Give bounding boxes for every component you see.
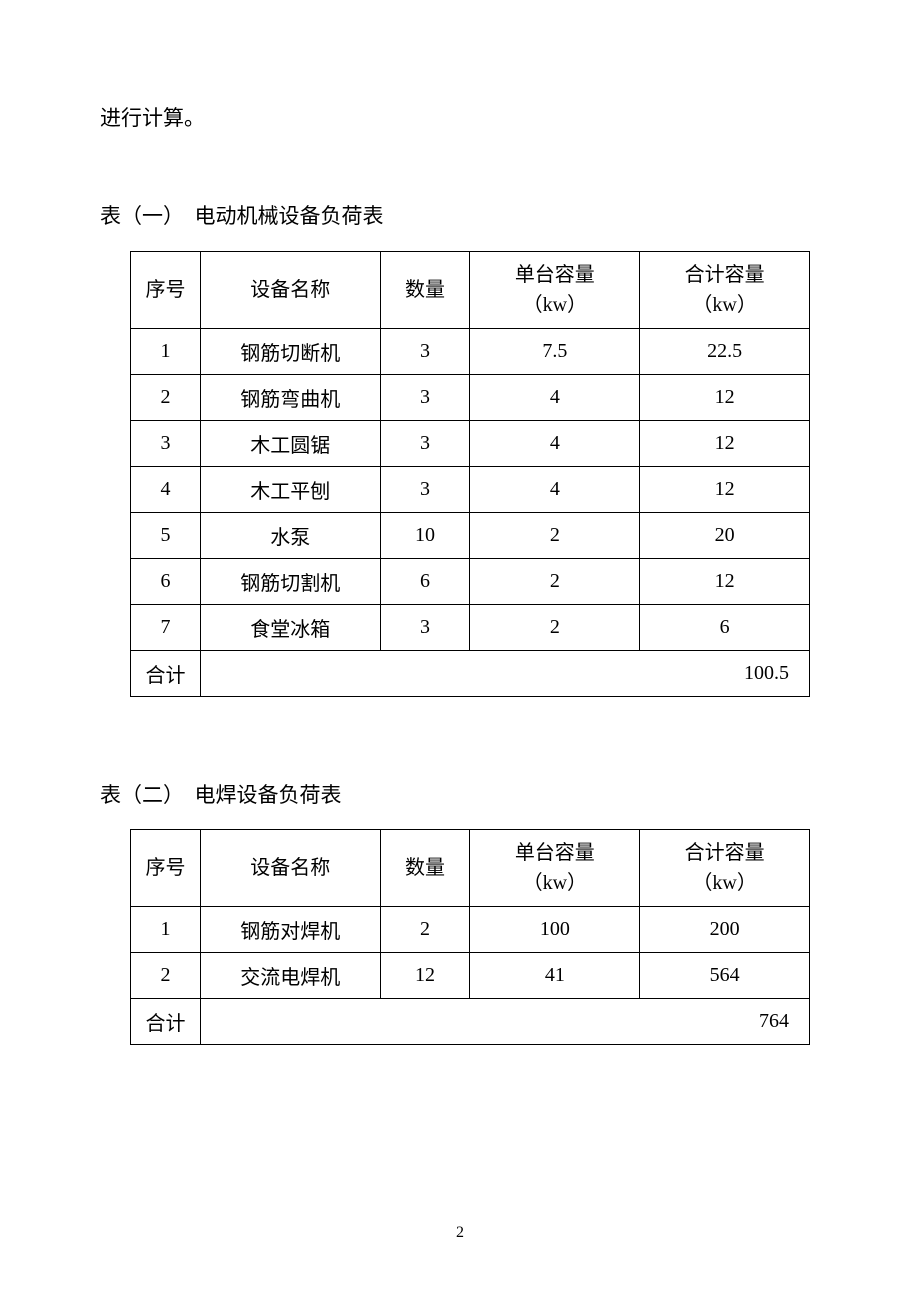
table2-cell-qty: 12 — [380, 953, 470, 999]
table2-header-total-line1: 合计容量 — [685, 842, 765, 864]
table1-cell-name: 食堂冰箱 — [200, 604, 380, 650]
table-row: 6 钢筋切割机 6 2 12 — [131, 558, 810, 604]
table1-cell-seq: 6 — [131, 558, 201, 604]
table-row: 1 钢筋切断机 3 7.5 22.5 — [131, 328, 810, 374]
table1-title: 表（一） 电动机械设备负荷表 — [100, 198, 820, 236]
table1-cell-total: 12 — [640, 374, 810, 420]
table2-body: 1 钢筋对焊机 2 100 200 2 交流电焊机 12 41 564 合计 7… — [131, 907, 810, 1045]
table1-header-unit-line1: 单台容量 — [515, 264, 595, 286]
table2-total-value: 764 — [200, 999, 809, 1045]
table2-cell-qty: 2 — [380, 907, 470, 953]
table2-cell-name: 交流电焊机 — [200, 953, 380, 999]
table2-header-seq: 序号 — [131, 830, 201, 907]
table1-cell-name: 钢筋弯曲机 — [200, 374, 380, 420]
table1-header-qty: 数量 — [380, 251, 470, 328]
table2-cell-total: 200 — [640, 907, 810, 953]
table1-header-unit: 单台容量 （kw） — [470, 251, 640, 328]
table1-cell-total: 12 — [640, 466, 810, 512]
table1-cell-qty: 3 — [380, 466, 470, 512]
table1-cell-unit: 2 — [470, 512, 640, 558]
table1-header-total-line2: （kw） — [692, 294, 756, 316]
table2-cell-seq: 2 — [131, 953, 201, 999]
table1-cell-unit: 2 — [470, 604, 640, 650]
table2-header-total-line2: （kw） — [692, 872, 756, 894]
table1-body: 1 钢筋切断机 3 7.5 22.5 2 钢筋弯曲机 3 4 12 3 木工圆锯… — [131, 328, 810, 696]
table2-cell-unit: 100 — [470, 907, 640, 953]
table1-cell-unit: 4 — [470, 420, 640, 466]
table2-header-name: 设备名称 — [200, 830, 380, 907]
table2: 序号 设备名称 数量 单台容量 （kw） 合计容量 （kw） 1 钢筋对焊机 2… — [130, 829, 810, 1045]
table1-cell-unit: 2 — [470, 558, 640, 604]
intro-text: 进行计算。 — [100, 100, 820, 138]
table2-cell-name: 钢筋对焊机 — [200, 907, 380, 953]
table1-cell-qty: 3 — [380, 420, 470, 466]
table2-header-unit: 单台容量 （kw） — [470, 830, 640, 907]
table1-cell-qty: 3 — [380, 328, 470, 374]
page-number: 2 — [0, 1224, 920, 1242]
table1-cell-total: 20 — [640, 512, 810, 558]
table1-cell-seq: 3 — [131, 420, 201, 466]
table-row: 4 木工平刨 3 4 12 — [131, 466, 810, 512]
table1-header-unit-line2: （kw） — [523, 294, 587, 316]
table2-header-row: 序号 设备名称 数量 单台容量 （kw） 合计容量 （kw） — [131, 830, 810, 907]
table1-cell-qty: 6 — [380, 558, 470, 604]
table2-cell-total: 564 — [640, 953, 810, 999]
table1-cell-seq: 4 — [131, 466, 201, 512]
table1-cell-qty: 3 — [380, 374, 470, 420]
table1-cell-seq: 5 — [131, 512, 201, 558]
table-row: 5 水泵 10 2 20 — [131, 512, 810, 558]
table1-total-label: 合计 — [131, 650, 201, 696]
table1-cell-name: 钢筋切割机 — [200, 558, 380, 604]
table-row: 2 钢筋弯曲机 3 4 12 — [131, 374, 810, 420]
table1-total-row: 合计 100.5 — [131, 650, 810, 696]
table2-cell-unit: 41 — [470, 953, 640, 999]
table1-cell-unit: 7.5 — [470, 328, 640, 374]
table2-cell-seq: 1 — [131, 907, 201, 953]
table1: 序号 设备名称 数量 单台容量 （kw） 合计容量 （kw） 1 钢筋切断机 3… — [130, 251, 810, 697]
table1-cell-total: 12 — [640, 420, 810, 466]
table2-header-total: 合计容量 （kw） — [640, 830, 810, 907]
table2-wrapper: 序号 设备名称 数量 单台容量 （kw） 合计容量 （kw） 1 钢筋对焊机 2… — [130, 829, 820, 1045]
table1-cell-total: 12 — [640, 558, 810, 604]
table1-cell-seq: 2 — [131, 374, 201, 420]
table2-header-unit-line2: （kw） — [523, 872, 587, 894]
table1-cell-qty: 3 — [380, 604, 470, 650]
table1-cell-unit: 4 — [470, 466, 640, 512]
table1-cell-name: 水泵 — [200, 512, 380, 558]
table1-total-value: 100.5 — [200, 650, 809, 696]
table1-cell-seq: 7 — [131, 604, 201, 650]
table1-cell-total: 22.5 — [640, 328, 810, 374]
table2-title: 表（二） 电焊设备负荷表 — [100, 777, 820, 815]
table1-wrapper: 序号 设备名称 数量 单台容量 （kw） 合计容量 （kw） 1 钢筋切断机 3… — [130, 251, 820, 697]
table-row: 2 交流电焊机 12 41 564 — [131, 953, 810, 999]
table2-total-row: 合计 764 — [131, 999, 810, 1045]
table-row: 3 木工圆锯 3 4 12 — [131, 420, 810, 466]
table1-cell-name: 木工平刨 — [200, 466, 380, 512]
table1-cell-name: 木工圆锯 — [200, 420, 380, 466]
table1-header-row: 序号 设备名称 数量 单台容量 （kw） 合计容量 （kw） — [131, 251, 810, 328]
table-row: 7 食堂冰箱 3 2 6 — [131, 604, 810, 650]
table1-header-total-line1: 合计容量 — [685, 264, 765, 286]
table1-cell-total: 6 — [640, 604, 810, 650]
table-row: 1 钢筋对焊机 2 100 200 — [131, 907, 810, 953]
table1-cell-seq: 1 — [131, 328, 201, 374]
table1-cell-unit: 4 — [470, 374, 640, 420]
table2-total-label: 合计 — [131, 999, 201, 1045]
table1-header-seq: 序号 — [131, 251, 201, 328]
table1-header-name: 设备名称 — [200, 251, 380, 328]
table2-header-qty: 数量 — [380, 830, 470, 907]
table1-cell-qty: 10 — [380, 512, 470, 558]
table2-header-unit-line1: 单台容量 — [515, 842, 595, 864]
table1-header-total: 合计容量 （kw） — [640, 251, 810, 328]
table1-cell-name: 钢筋切断机 — [200, 328, 380, 374]
